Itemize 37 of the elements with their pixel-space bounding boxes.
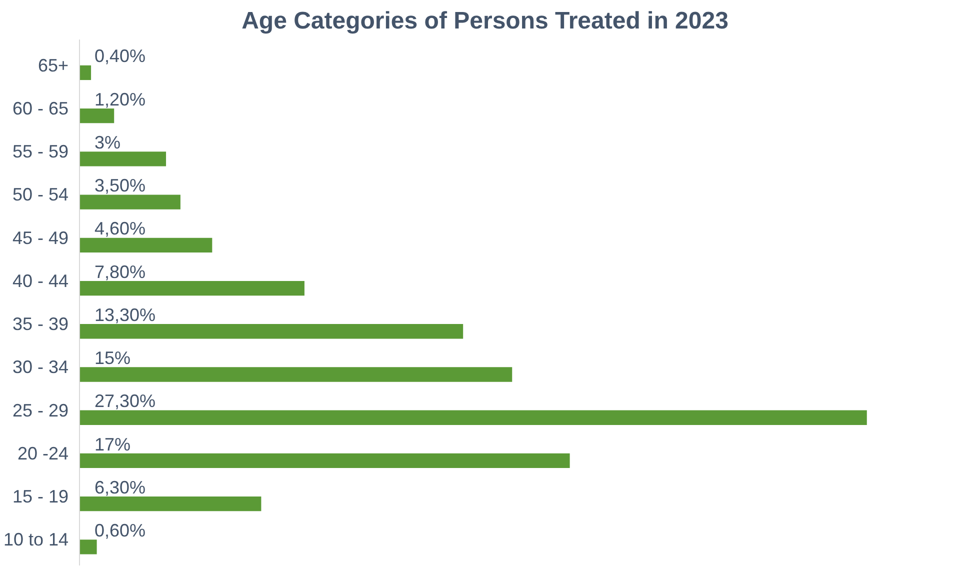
bar	[80, 108, 114, 124]
y-tick-label: 20 -24	[17, 443, 69, 464]
data-label: 0,60%	[94, 520, 146, 540]
y-tick-label: 45 - 49	[12, 228, 69, 248]
bar	[80, 496, 262, 512]
data-label: 15%	[94, 348, 131, 368]
bar	[80, 410, 867, 425]
data-label: 7,80%	[94, 262, 146, 282]
y-tick-label: 40 - 44	[12, 270, 69, 291]
y-tick-label: 65+	[38, 55, 69, 76]
data-label: 3%	[94, 132, 121, 152]
y-tick-label: 35 - 39	[12, 314, 69, 334]
y-tick-label: 55 - 59	[12, 142, 69, 162]
chart-title: Age Categories of Persons Treated in 2023	[242, 8, 728, 34]
bar	[80, 453, 570, 468]
bar	[80, 367, 512, 382]
data-label: 3,50%	[94, 176, 146, 196]
bar	[80, 540, 97, 554]
bar	[80, 152, 166, 166]
data-label: 27,30%	[94, 391, 156, 412]
data-label: 6,30%	[94, 477, 146, 498]
y-tick-label: 10 to 14	[3, 530, 69, 550]
y-tick-label: 50 - 54	[12, 184, 69, 205]
y-tick-label: 15 - 19	[12, 486, 69, 507]
bar	[80, 324, 464, 339]
data-label: 17%	[94, 434, 131, 454]
data-label: 13,30%	[94, 304, 156, 325]
bar	[80, 65, 92, 80]
y-tick-label: 30 - 34	[12, 357, 69, 378]
data-label: 1,20%	[94, 89, 146, 110]
y-tick-label: 25 - 29	[12, 400, 69, 420]
bar	[80, 238, 212, 252]
data-label: 0,40%	[94, 46, 146, 66]
y-tick-label: 60 - 65	[12, 98, 69, 118]
bar	[80, 194, 180, 210]
bar	[80, 280, 304, 296]
data-label: 4,60%	[94, 218, 146, 239]
